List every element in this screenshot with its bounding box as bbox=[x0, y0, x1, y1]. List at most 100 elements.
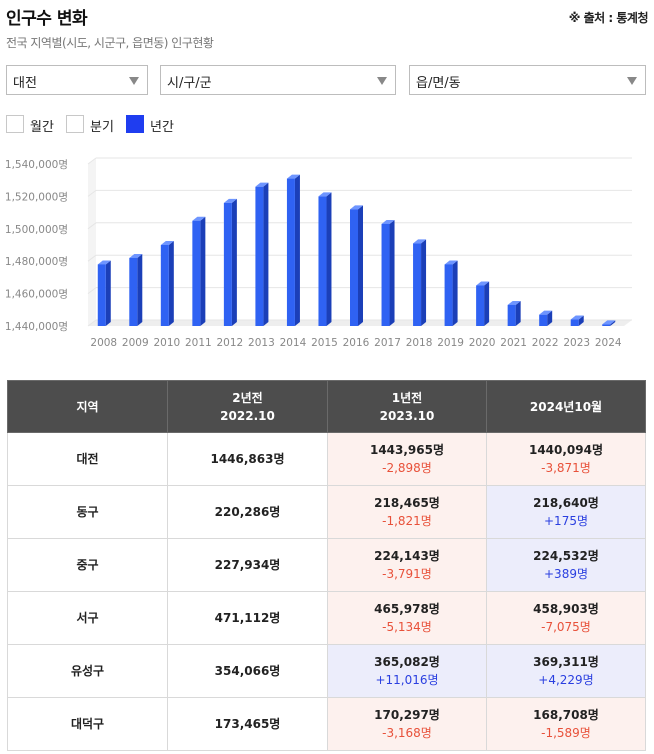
one-year-ago-cell: 224,143명 -3,791명 bbox=[327, 538, 487, 592]
population-value: 458,903명 bbox=[533, 602, 599, 616]
bar-top bbox=[381, 219, 395, 224]
one-year-ago-cell: 1443,965명 -2,898명 bbox=[327, 432, 487, 486]
bar-top bbox=[318, 192, 332, 197]
column-header-current: 2024년10월 bbox=[486, 380, 646, 433]
checkbox-box bbox=[66, 115, 84, 133]
sido-select[interactable]: 대전 bbox=[6, 65, 148, 95]
column-header-one-year-ago: 1년전 2023.10 bbox=[327, 380, 487, 433]
x-tick-label: 2022 bbox=[532, 337, 559, 349]
period-monthly-checkbox[interactable]: 월간 bbox=[6, 114, 60, 135]
period-yearly-checkbox[interactable]: 년간 bbox=[126, 114, 180, 135]
one-year-ago-cell: 218,465명 -1,821명 bbox=[327, 485, 487, 539]
region-cell: 중구 bbox=[7, 538, 168, 592]
bar-top bbox=[507, 300, 521, 305]
sigungu-select[interactable]: 시/구/군 bbox=[160, 65, 396, 95]
two-years-ago-cell: 227,934명 bbox=[167, 538, 328, 592]
population-change: -3,871명 bbox=[541, 461, 591, 475]
bar-top bbox=[476, 281, 490, 286]
bar-top bbox=[129, 253, 143, 258]
bar bbox=[255, 182, 269, 326]
region-cell: 대전 bbox=[7, 432, 168, 486]
bar-side bbox=[105, 260, 111, 326]
bar-side bbox=[421, 239, 427, 326]
x-tick-label: 2024 bbox=[595, 337, 622, 349]
bar-side bbox=[168, 241, 174, 326]
x-tick-label: 2018 bbox=[406, 337, 433, 349]
bar bbox=[602, 320, 616, 326]
x-tick-label: 2012 bbox=[217, 337, 244, 349]
bar-top bbox=[255, 182, 269, 187]
population-change: +389명 bbox=[544, 567, 588, 581]
population-value: 369,311명 bbox=[533, 655, 599, 669]
gridline-side bbox=[87, 319, 97, 327]
column-header-two-years-ago: 2년전 2022.10 bbox=[167, 380, 328, 433]
population-value: 218,640명 bbox=[533, 496, 599, 510]
bar-front bbox=[602, 324, 611, 326]
gridline-side bbox=[87, 254, 97, 262]
period-quarterly-checkbox[interactable]: 분기 bbox=[66, 114, 120, 135]
table-row: 중구 227,934명 224,143명 -3,791명 224,532명 +389명 bbox=[7, 538, 646, 592]
gridline-side bbox=[87, 190, 97, 197]
sido-select-value: 대전 bbox=[13, 76, 37, 91]
bar-front bbox=[444, 264, 453, 326]
chart-y-axis: 1,440,000명 1,460,000명 1,480,000명 1,500,000명… bbox=[5, 159, 68, 333]
bar-top bbox=[223, 198, 237, 203]
bar-front bbox=[570, 319, 579, 326]
one-year-ago-cell: 365,082명 +11,016명 bbox=[327, 644, 487, 698]
bar-side bbox=[263, 182, 269, 326]
bar bbox=[381, 219, 395, 326]
bar-top bbox=[539, 310, 553, 315]
bar-top bbox=[192, 216, 206, 221]
bar bbox=[129, 253, 143, 326]
bar-side bbox=[358, 205, 363, 326]
bar-top bbox=[97, 260, 111, 265]
bar-side bbox=[578, 315, 584, 326]
y-tick-label: 1,480,000명 bbox=[5, 256, 68, 268]
bar bbox=[539, 310, 553, 326]
population-value: 170,297명 bbox=[374, 708, 440, 722]
bar-side bbox=[326, 192, 332, 326]
bar-side bbox=[610, 320, 616, 326]
current-cell: 224,532명 +389명 bbox=[486, 538, 646, 592]
population-value: 168,708명 bbox=[533, 708, 599, 722]
checkbox-box bbox=[6, 115, 24, 133]
chevron-down-icon bbox=[129, 77, 139, 85]
chart-bars bbox=[97, 174, 616, 326]
checkbox-box-checked bbox=[126, 115, 144, 133]
x-tick-label: 2011 bbox=[185, 337, 212, 349]
two-years-ago-cell: 354,066명 bbox=[167, 644, 328, 698]
bar-front bbox=[223, 202, 232, 326]
region-cell: 유성구 bbox=[7, 644, 168, 698]
bar-front bbox=[192, 220, 201, 326]
chart-side-wall bbox=[88, 158, 96, 326]
x-tick-label: 2017 bbox=[374, 337, 401, 349]
chevron-down-icon bbox=[627, 77, 637, 85]
bar bbox=[507, 300, 521, 326]
bar-side bbox=[231, 198, 237, 326]
bar bbox=[350, 205, 363, 326]
population-value: 1443,965명 bbox=[369, 443, 445, 457]
two-years-ago-cell: 173,465명 bbox=[167, 697, 328, 751]
table-row: 대전 1446,863명 1443,965명 -2,898명 1440,094명 -3,8… bbox=[7, 432, 646, 486]
x-tick-label: 2020 bbox=[469, 337, 496, 349]
y-tick-label: 1,520,000명 bbox=[5, 191, 68, 203]
two-years-ago-cell: 471,112명 bbox=[167, 591, 328, 645]
bar-side bbox=[452, 260, 458, 326]
bar bbox=[444, 260, 458, 326]
eupmyeondong-select-value: 읍/면/동 bbox=[416, 76, 461, 91]
population-value: 365,082명 bbox=[374, 655, 440, 669]
bar-front bbox=[286, 178, 295, 326]
current-cell: 458,903명 -7,075명 bbox=[486, 591, 646, 645]
page-subtitle: 전국 지역별(시도, 시군구, 읍면동) 인구현황 bbox=[6, 36, 214, 50]
eupmyeondong-select[interactable]: 읍/면/동 bbox=[409, 65, 646, 95]
table-row: 동구 220,286명 218,465명 -1,821명 218,640명 +175명 bbox=[7, 485, 646, 539]
gridline-side bbox=[87, 157, 97, 165]
y-tick-label: 1,540,000명 bbox=[5, 159, 68, 171]
bar-front bbox=[350, 209, 358, 326]
bar-front bbox=[97, 264, 106, 326]
population-change: +4,229명 bbox=[538, 673, 594, 687]
y-tick-label: 1,500,000명 bbox=[5, 224, 68, 236]
sigungu-select-value: 시/구/군 bbox=[167, 76, 212, 91]
one-year-ago-cell: 465,978명 -5,134명 bbox=[327, 591, 487, 645]
population-value: 1440,094명 bbox=[528, 443, 604, 457]
